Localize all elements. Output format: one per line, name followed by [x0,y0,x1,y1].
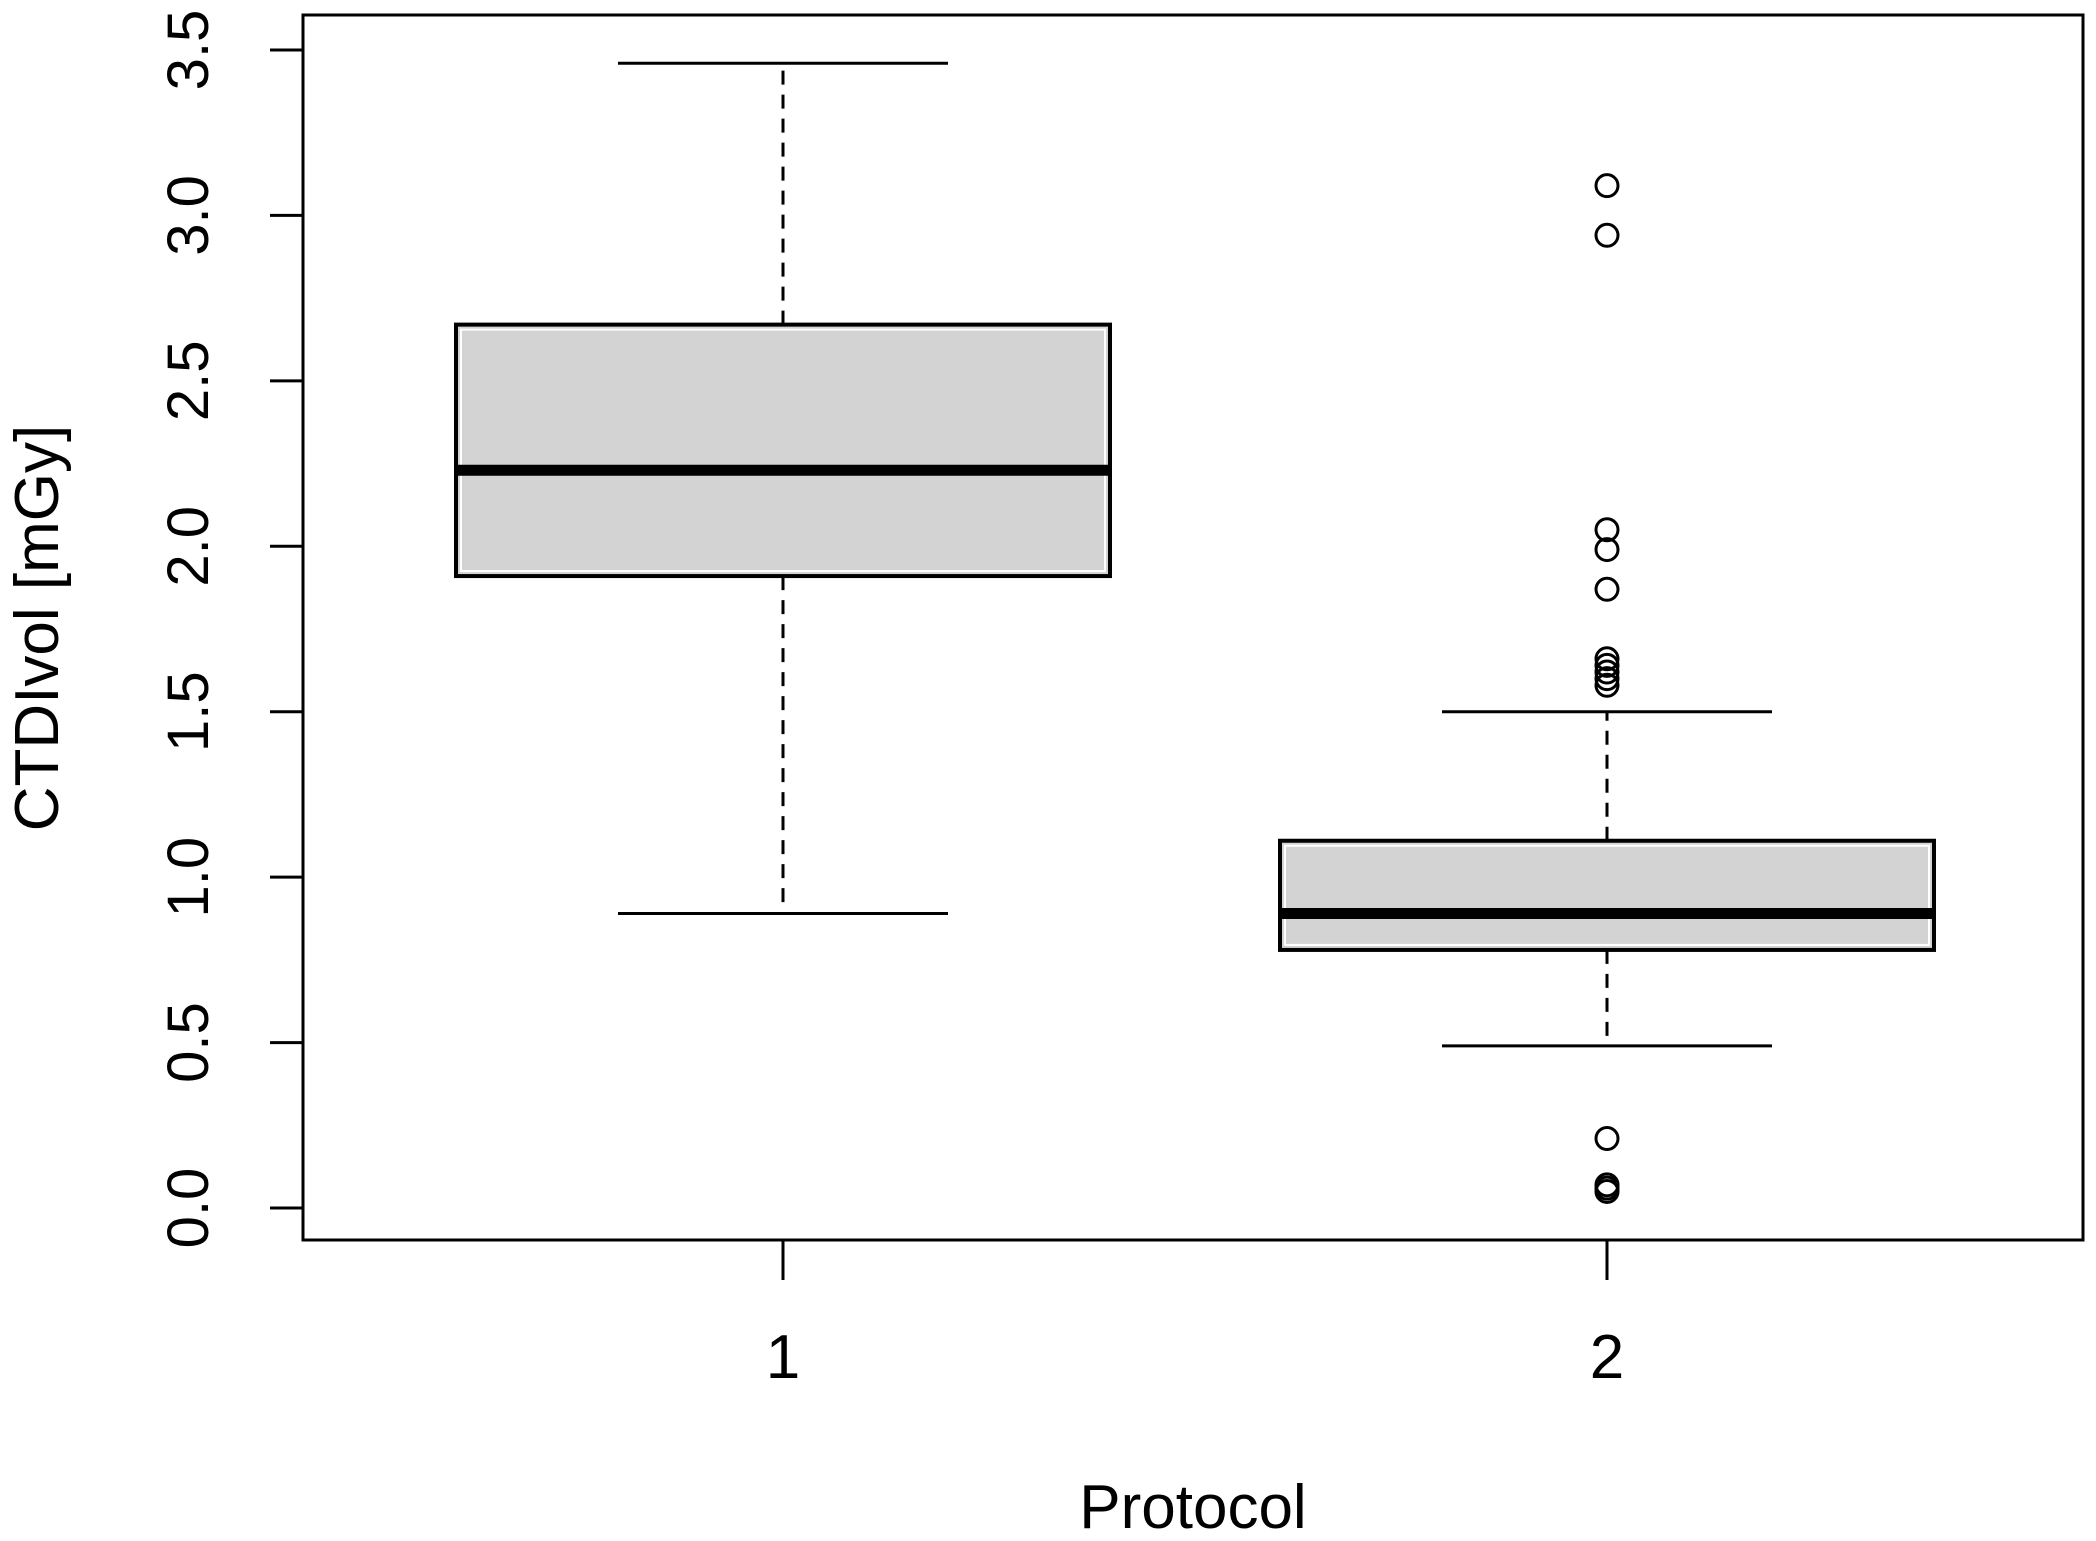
x-tick-label: 1 [766,1323,800,1392]
iqr-box-inner-edge [1284,844,1930,946]
outlier-point [1594,173,1620,199]
x-axis-label: Protocol [1079,1473,1306,1541]
outlier-point [1594,666,1620,692]
box-group-1 [454,61,1112,916]
y-tick-label: 2.5 [156,341,221,422]
outlier-point [1594,537,1620,563]
outlier-point [1594,652,1620,678]
x-tick-label: 2 [1590,1323,1624,1392]
iqr-box-inner-edge [460,328,1106,573]
outlier-point [1594,222,1620,248]
y-tick-label: 0.5 [156,1002,221,1083]
y-tick-label: 3.5 [156,10,221,91]
outlier-point [1594,659,1620,685]
y-tick-label: 1.0 [156,837,221,918]
iqr-box [454,322,1112,579]
outlier-point [1594,646,1620,672]
outlier-point [1594,576,1620,602]
y-tick-label: 0.0 [156,1168,221,1249]
y-axis-label: CTDIvol [mGy] [3,425,72,831]
y-tick-label: 3.0 [156,175,221,256]
outlier-point [1594,672,1620,698]
box-group-2 [1278,173,1936,1204]
y-tick-label: 1.5 [156,671,221,752]
outlier-point [1594,1126,1620,1152]
plot-frame [301,13,2085,1242]
outlier-point [1594,517,1620,543]
y-tick-label: 2.0 [156,506,221,587]
iqr-box [1278,838,1936,952]
y-axis: 0.0 0.5 1.0 1.5 2.0 2.5 3.0 3.5 [156,10,305,1249]
outlier-point [1594,1178,1620,1204]
boxes [454,61,1936,1204]
